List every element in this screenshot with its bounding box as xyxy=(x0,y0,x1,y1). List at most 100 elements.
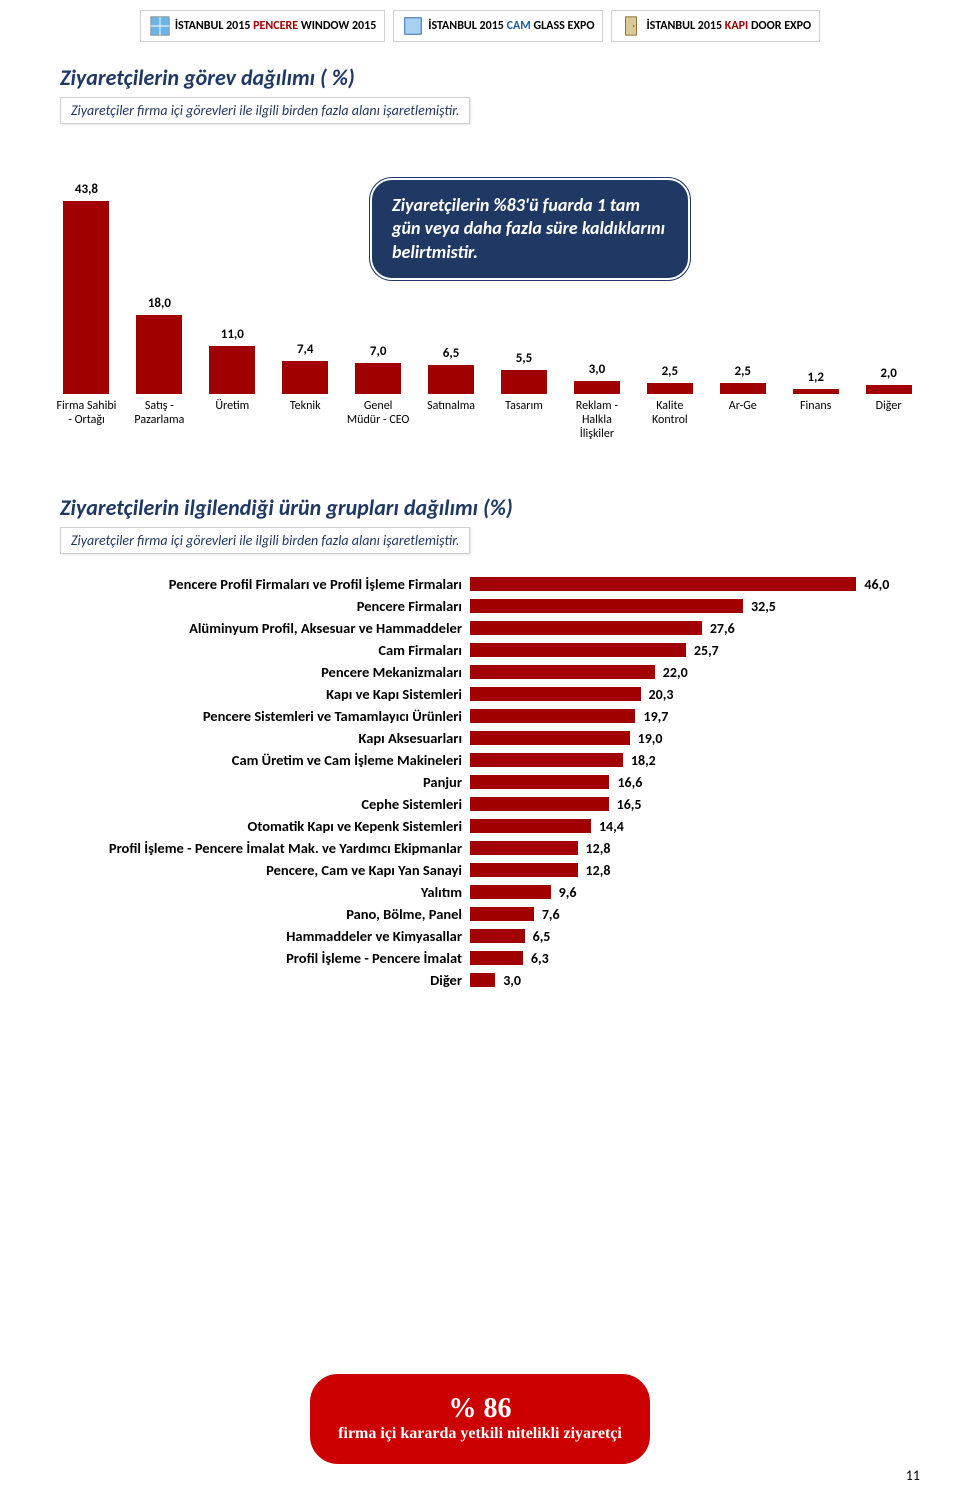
hbar-value-label: 9,6 xyxy=(559,884,577,901)
hbar-category-label: Kapı ve Kapı Sistemleri xyxy=(40,685,470,703)
hbar-value-label: 3,0 xyxy=(503,972,521,989)
vbar-item: 5,5 xyxy=(493,351,556,394)
vbar-item: 2,5 xyxy=(711,364,774,394)
hbar-row: Cam Üretim ve Cam İşleme Makineleri 18,2 xyxy=(40,750,920,770)
hbar-bar xyxy=(470,863,578,877)
hbar-row: Pano, Bölme, Panel7,6 xyxy=(40,904,920,924)
vbar-value-label: 2,5 xyxy=(734,364,751,379)
hbar-bar xyxy=(470,599,743,613)
hbar-row: Pencere Profil Firmaları ve Profil İşlem… xyxy=(40,574,920,594)
hbar-row: Cam Firmaları 25,7 xyxy=(40,640,920,660)
vbar-bar xyxy=(574,381,620,394)
vbar-bar xyxy=(63,201,109,394)
vbar-bar xyxy=(720,383,766,394)
vbar-value-label: 7,0 xyxy=(370,344,387,359)
logo-kapi-sub: DOOR EXPO xyxy=(751,19,811,33)
hbar-category-label: Panjur xyxy=(40,773,470,791)
vbar-value-label: 2,0 xyxy=(880,366,897,381)
vbar-item: 11,0 xyxy=(201,327,264,394)
vbar-item: 2,5 xyxy=(638,364,701,394)
hbar-row: Panjur 16,6 xyxy=(40,772,920,792)
vbar-category-label: Satınalma xyxy=(420,400,483,442)
hbar-value-label: 18,2 xyxy=(631,752,656,769)
hbar-bar xyxy=(470,907,534,921)
hbar-value-label: 25,7 xyxy=(694,642,719,659)
vbar-category-label: Diğer xyxy=(857,400,920,442)
hbar-category-label: Profil İşleme - Pencere İmalat xyxy=(40,949,470,967)
hbar-category-label: Kapı Aksesuarları xyxy=(40,729,470,747)
glass-icon xyxy=(402,15,424,37)
hbar-bar xyxy=(470,709,635,723)
hbar-row: Pencere Mekanizmaları22,0 xyxy=(40,662,920,682)
hbar-value-label: 46,0 xyxy=(864,576,889,593)
vbar-category-label: Genel Müdür - CEO xyxy=(347,400,410,442)
badge-text: firma içi kararda yetkili nitelikli ziya… xyxy=(325,1425,635,1443)
vbar-value-label: 7,4 xyxy=(297,342,314,357)
vbar-bar xyxy=(136,315,182,394)
hbar-category-label: Profil İşleme - Pencere İmalat Mak. ve Y… xyxy=(40,839,470,857)
vbar-category-label: Firma Sahibi - Ortağı xyxy=(55,400,118,442)
logo-pencere-text: PENCERE xyxy=(253,19,298,33)
vbar-item: 7,0 xyxy=(347,344,410,394)
hbar-value-label: 6,5 xyxy=(533,928,551,945)
vbar-value-label: 6,5 xyxy=(443,346,460,361)
vbar-value-label: 3,0 xyxy=(589,362,606,377)
hbar-category-label: Pencere Firmaları xyxy=(40,597,470,615)
horizontal-bar-chart: Pencere Profil Firmaları ve Profil İşlem… xyxy=(40,574,920,990)
logo-cam: İSTANBUL 2015 CAM GLASS EXPO xyxy=(393,10,603,42)
vbar-category-label: Tasarım xyxy=(493,400,556,442)
vbar-value-label: 5,5 xyxy=(516,351,533,366)
hbar-row: Diğer 3,0 xyxy=(40,970,920,990)
hbar-value-label: 6,3 xyxy=(531,950,549,967)
vbar-bar xyxy=(428,365,474,394)
hbar-row: Pencere, Cam ve Kapı Yan Sanayi12,8 xyxy=(40,860,920,880)
stat-badge: % 86 firma içi kararda yetkili nitelikli… xyxy=(310,1374,650,1464)
chart2-title: Ziyaretçilerin ilgilendiği ürün grupları… xyxy=(60,494,960,521)
hbar-value-label: 12,8 xyxy=(586,862,611,879)
vbar-item: 18,0 xyxy=(128,296,191,394)
hbar-bar xyxy=(470,819,591,833)
vbar-category-label: Reklam - Halkla İlişkiler xyxy=(565,400,628,442)
vbar-bar xyxy=(647,383,693,394)
hbar-category-label: Diğer xyxy=(40,971,470,989)
chart2-subtitle: Ziyaretçiler firma içi görevleri ile ilg… xyxy=(60,527,470,554)
vbar-category-label: Üretim xyxy=(201,400,264,442)
vbar-item: 3,0 xyxy=(565,362,628,394)
logo-kapi-top: İSTANBUL 2015 xyxy=(646,19,722,33)
hbar-category-label: Yalıtım xyxy=(40,883,470,901)
hbar-category-label: Hammaddeler ve Kimyasallar xyxy=(40,927,470,945)
window-icon xyxy=(149,15,171,37)
hbar-row: Otomatik Kapı ve Kepenk Sistemleri14,4 xyxy=(40,816,920,836)
vertical-bar-chart: 43,818,011,07,47,06,55,53,02,52,51,22,0 … xyxy=(55,154,920,454)
hbar-bar xyxy=(470,753,623,767)
hbar-row: Profil İşleme - Pencere İmalat 6,3 xyxy=(40,948,920,968)
hbar-value-label: 22,0 xyxy=(663,664,688,681)
vbar-category-label: Satış - Pazarlama xyxy=(128,400,191,442)
logo-top-text: İSTANBUL 2015 xyxy=(175,19,251,33)
hbar-row: Kapı Aksesuarları 19,0 xyxy=(40,728,920,748)
logo-pencere: İSTANBUL 2015 PENCERE WINDOW 2015 xyxy=(140,10,385,42)
hbar-category-label: Cam Üretim ve Cam İşleme Makineleri xyxy=(40,751,470,769)
hbar-category-label: Cephe Sistemleri xyxy=(40,795,470,813)
hbar-row: Yalıtım 9,6 xyxy=(40,882,920,902)
hbar-value-label: 27,6 xyxy=(710,620,735,637)
badge-pct: % 86 xyxy=(325,1393,635,1425)
vbar-bar xyxy=(866,385,912,394)
hbar-category-label: Pencere Sistemleri ve Tamamlayıcı Ürünle… xyxy=(40,707,470,725)
vbar-bar xyxy=(355,363,401,394)
chart1-title: Ziyaretçilerin görev dağılımı ( %) xyxy=(60,64,960,91)
hbar-row: Hammaddeler ve Kimyasallar 6,5 xyxy=(40,926,920,946)
hbar-value-label: 16,6 xyxy=(617,774,642,791)
hbar-row: Profil İşleme - Pencere İmalat Mak. ve Y… xyxy=(40,838,920,858)
hbar-bar xyxy=(470,929,525,943)
vbar-bar xyxy=(209,346,255,394)
vbar-item: 7,4 xyxy=(274,342,337,394)
hbar-bar xyxy=(470,665,655,679)
hbar-category-label: Cam Firmaları xyxy=(40,641,470,659)
hbar-bar xyxy=(470,687,641,701)
hbar-value-label: 20,3 xyxy=(649,686,674,703)
vbar-category-label: Teknik xyxy=(274,400,337,442)
hbar-bar xyxy=(470,643,686,657)
vbar-value-label: 18,0 xyxy=(148,296,171,311)
hbar-value-label: 19,0 xyxy=(638,730,663,747)
